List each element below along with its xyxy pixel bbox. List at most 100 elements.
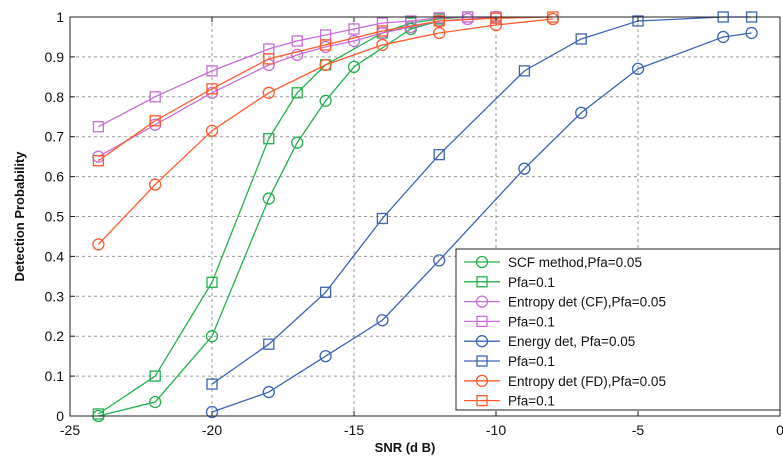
square-marker [263,133,275,145]
circle-marker [347,34,361,48]
legend-marker [476,315,488,328]
legend-label: Pfa=0.1 [508,314,555,329]
circle-marker [291,136,304,149]
square-marker [376,17,389,29]
circle-marker [347,60,361,74]
circle-marker [149,178,162,191]
square-marker [518,65,531,77]
series-8 [92,11,559,167]
circle-marker [745,26,758,40]
x-tick-label: -15 [344,422,364,438]
series-4 [92,11,502,133]
legend-entry: Pfa=0.1 [464,275,555,290]
legend-label: Pfa=0.1 [508,275,555,290]
square-marker [376,212,389,225]
legend-marker [475,255,489,269]
legend-label: Energy det, Pfa=0.05 [508,334,635,349]
x-tick-label: 0 [776,422,783,438]
legend-marker [476,276,488,288]
square-marker [319,39,332,51]
series-line [98,20,440,417]
y-tick-label: 0.1 [45,368,65,384]
y-tick-label: 0.6 [45,169,65,185]
circle-marker [376,38,389,52]
series-3 [92,10,503,163]
axes: -25 -20 -15 -10 -5 0 0 0.1 0.2 0.3 0.4 0.5 0.6 0.7 0.8… [12,9,783,455]
square-marker [149,91,161,103]
series-line [98,16,553,162]
legend-label: SCF method,Pfa=0.05 [508,255,642,270]
y-tick-label: 1 [56,9,64,25]
y-tick-label: 0.8 [45,89,65,105]
circle-marker [149,395,162,409]
grid [70,17,780,416]
square-marker [575,33,587,45]
series-2 [92,11,474,420]
series-7 [92,12,559,251]
legend-entry: Entropy det (CF),Pfa=0.05 [464,295,666,310]
legend-entry: Entropy det (FD),Pfa=0.05 [464,374,666,389]
circle-marker [319,94,332,107]
legend-marker [476,355,488,367]
y-tick-label: 0.5 [45,209,65,225]
series-line [97,18,553,245]
circle-marker [433,254,446,267]
square-marker [149,115,161,127]
legend-entry: Energy det, Pfa=0.05 [464,334,635,349]
square-marker [206,276,218,288]
x-tick-label: -10 [486,422,506,438]
plot-series [92,10,758,423]
circle-marker [205,330,219,343]
square-marker [490,12,502,24]
x-tick-label: -5 [632,422,645,438]
square-marker [206,378,218,390]
y-tick-label: 0.7 [45,129,65,145]
square-marker [348,23,360,35]
circle-marker [205,405,219,419]
legend-entry: Pfa=0.1 [464,314,555,329]
square-marker [149,370,161,382]
series-line [98,16,468,415]
legend-label: Entropy det (CF),Pfa=0.05 [508,295,666,310]
circle-marker [376,314,389,327]
square-marker [263,53,275,65]
y-tick-label: 0.2 [45,328,65,344]
legend-label: Pfa=0.1 [508,354,555,369]
circle-marker [205,124,219,137]
square-marker [92,154,105,167]
circle-marker [575,106,588,119]
legend-label: Pfa=0.1 [508,394,555,409]
square-marker [433,149,445,161]
square-marker [632,15,644,27]
circle-marker [717,30,730,44]
square-marker [433,15,445,27]
circle-marker [92,238,105,251]
circle-marker [319,58,332,72]
legend-marker [475,335,489,348]
legend-box [455,248,781,411]
circle-marker [433,26,446,40]
x-tick-label: -25 [60,422,80,438]
circle-marker [262,86,275,99]
circle-marker [631,62,645,76]
legend-marker [475,295,489,308]
series-line [211,16,752,385]
square-marker [263,338,275,350]
legend-entry: SCF method,Pfa=0.05 [464,255,642,270]
square-marker [206,65,218,77]
series-line [211,32,752,413]
y-tick-label: 0.3 [45,288,65,304]
square-marker [291,87,303,99]
circle-marker [291,48,304,62]
x-axis-title: SNR (d B) [375,440,436,455]
circle-marker [262,385,275,399]
series-5 [205,26,758,419]
legend-label: Entropy det (FD),Pfa=0.05 [508,374,666,389]
legend-entry: Pfa=0.1 [464,354,555,369]
legend: SCF method,Pfa=0.05 Pfa=0.1 Entropy det (C… [455,248,781,411]
y-tick-label: 0.4 [45,248,65,264]
legend-marker [476,394,488,407]
legend-entry: Pfa=0.1 [464,394,555,409]
square-marker [291,35,303,47]
